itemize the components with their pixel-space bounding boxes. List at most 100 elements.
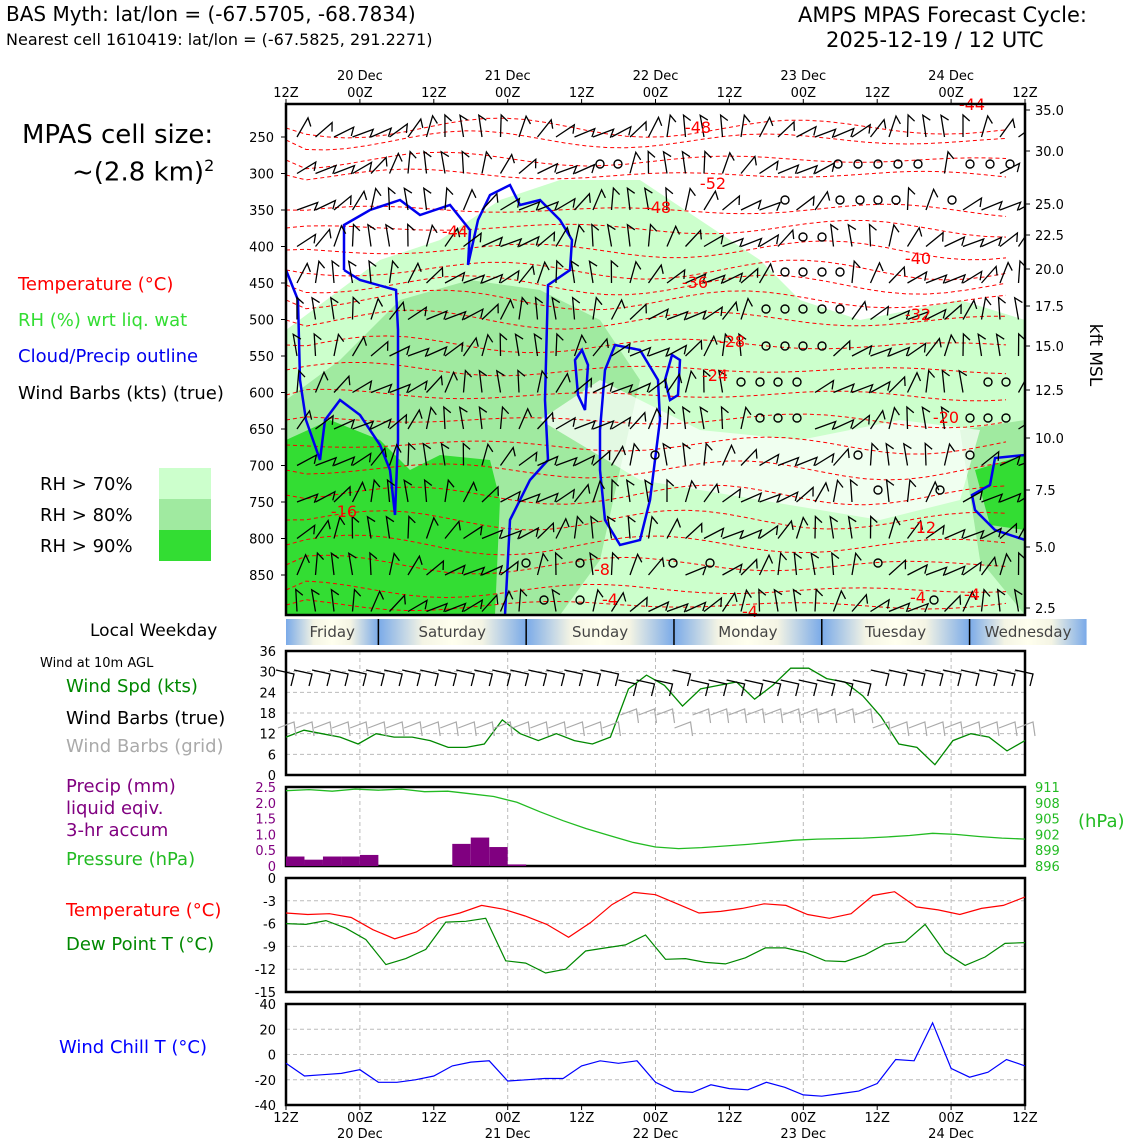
- surface-wind-barb-true: [420, 669, 439, 687]
- wind-barb: [444, 519, 461, 539]
- wind-barb: [981, 236, 1003, 248]
- temperature-contour: [286, 240, 1007, 261]
- temperature-contour: [286, 580, 1007, 599]
- bottom-date-label: 22 Dec: [633, 1127, 679, 1140]
- wind-barb: [536, 260, 550, 284]
- wind-barb: [833, 447, 850, 466]
- wind-barb: [665, 186, 674, 211]
- wind-barb: [699, 113, 709, 138]
- surface-wind-barb-true: [942, 669, 962, 687]
- wind-barb: [426, 266, 444, 284]
- wind-barbs-grid-label: Wind Barbs (grid): [66, 736, 224, 757]
- wind-barb: [461, 150, 470, 174]
- wind-barb: [426, 345, 448, 357]
- surface-wind-barb-true: [672, 669, 692, 687]
- wind-barb: [925, 480, 940, 503]
- calm-wind-circle: [853, 450, 863, 460]
- wind-barb: [537, 521, 555, 539]
- wind-barb: [444, 602, 467, 613]
- wind-barb: [333, 374, 351, 393]
- wind-barb: [573, 333, 587, 357]
- wind-barb: [444, 113, 453, 138]
- wind-barb: [1017, 379, 1025, 393]
- surface-wind-barb-true: [582, 669, 602, 687]
- wind-barb: [462, 480, 478, 503]
- surface-wind-barb-grid: [746, 708, 766, 724]
- bottom-hour-label: 12Z: [1012, 1111, 1038, 1126]
- wind-barb: [500, 197, 521, 211]
- wind-barb: [499, 298, 515, 320]
- wind-barb: [906, 113, 916, 138]
- wind-barb: [943, 442, 956, 466]
- surface-wind-barb-true: [347, 669, 367, 687]
- wind-barb: [833, 127, 855, 138]
- wind-barb: [666, 372, 683, 393]
- surface-wind-barb-grid: [872, 721, 892, 737]
- wind-barb: [722, 563, 743, 576]
- wind-barb: [722, 272, 744, 284]
- wind-barb: [458, 405, 468, 430]
- temperature-contour-label: -4: [910, 588, 926, 607]
- pressure-tick-label: 908: [1035, 797, 1060, 812]
- wind-barb: [888, 375, 906, 393]
- wind-barb: [981, 493, 1004, 503]
- wind-barb: [481, 273, 504, 284]
- calm-wind-circle: [798, 232, 808, 242]
- weekday-label: Monday: [718, 623, 777, 641]
- temperature-contour: [286, 168, 1007, 181]
- temperature-tick-label: -12: [255, 963, 276, 978]
- wind-barb: [315, 199, 337, 211]
- surface-wind-barb-grid: [620, 708, 640, 724]
- wind-barb: [888, 558, 907, 576]
- surface-wind-barb-true: [402, 669, 421, 687]
- temperature-contour-label: -4: [742, 602, 758, 621]
- temperature-contour: [286, 599, 1007, 612]
- wind-barb: [740, 528, 763, 540]
- temperature-contour-label: -52: [700, 174, 726, 193]
- pressure-tick-label: 911: [1035, 781, 1060, 796]
- calm-wind-circle: [798, 341, 808, 351]
- wind-barb: [462, 442, 471, 466]
- wind-barb: [330, 588, 340, 612]
- legend-rh70: RH > 70%: [40, 474, 133, 495]
- wind-barb: [352, 161, 373, 175]
- wind-barb: [941, 369, 950, 393]
- wind-barb: [370, 127, 393, 138]
- wind-barb: [425, 223, 438, 247]
- wind-barb: [720, 405, 729, 430]
- wind-barb: [606, 515, 616, 539]
- wind-barb: [999, 492, 1022, 503]
- wind-barb: [925, 273, 948, 284]
- wind-barb: [444, 478, 455, 503]
- calm-wind-circle: [736, 377, 746, 387]
- wind-barb: [425, 516, 439, 539]
- wind-barb: [944, 528, 966, 540]
- wind-barb: [403, 478, 413, 503]
- temperature-contour: [286, 274, 1007, 296]
- pressure-tick-label: 650: [249, 423, 274, 438]
- wind-barb: [368, 259, 377, 284]
- wind-barb: [555, 332, 564, 357]
- wind-barb: [592, 296, 603, 320]
- title-right: AMPS MPAS Forecast Cycle:: [798, 3, 1087, 27]
- dewpoint-line: [285, 917, 1026, 974]
- wind-barb: [333, 224, 347, 247]
- calm-wind-circle: [817, 341, 827, 351]
- wind-barb: [351, 335, 368, 357]
- calm-wind-circle: [780, 267, 790, 277]
- weekday-label: Saturday: [418, 623, 486, 641]
- wind-barb: [740, 448, 758, 466]
- wind-barb: [351, 296, 361, 320]
- calm-wind-circle: [873, 485, 883, 495]
- wind-barb: [574, 419, 597, 430]
- wind-barb: [958, 369, 968, 393]
- height-tick-label: 30.0: [1035, 145, 1064, 160]
- wind-barb: [444, 186, 454, 211]
- weekday-label: Sunday: [572, 623, 628, 641]
- wind-barb: [740, 558, 758, 576]
- wind-barb: [347, 259, 357, 284]
- temperature-contour-label: -12: [910, 518, 936, 537]
- wind-barb: [644, 478, 653, 503]
- wind-barb: [389, 345, 411, 357]
- title-left: BAS Myth: lat/lon = (-67.5705, -68.7834): [6, 2, 416, 26]
